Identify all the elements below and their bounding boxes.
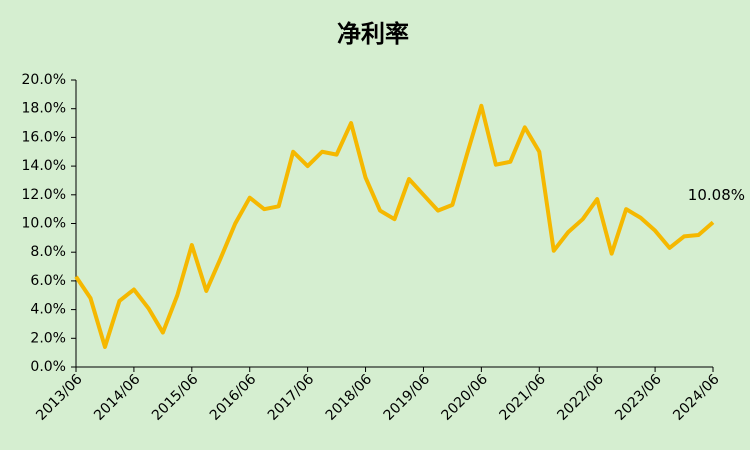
y-tick-label: 8.0% <box>30 244 66 260</box>
y-tick-label: 12.0% <box>22 187 66 203</box>
y-tick-label: 14.0% <box>22 158 66 174</box>
y-tick-label: 10.0% <box>22 216 66 232</box>
y-tick-label: 18.0% <box>22 101 66 117</box>
y-tick-label: 20.0% <box>22 72 66 88</box>
y-tick-label: 0.0% <box>30 359 66 375</box>
line <box>74 103 715 349</box>
y-tick-label: 6.0% <box>30 273 66 289</box>
y-tick-label: 4.0% <box>30 302 66 318</box>
y-tick-label: 2.0% <box>30 330 66 346</box>
chart-title: 净利率 <box>337 20 409 48</box>
y-tick-label: 16.0% <box>22 129 66 145</box>
data-label: 10.08% <box>688 186 745 204</box>
